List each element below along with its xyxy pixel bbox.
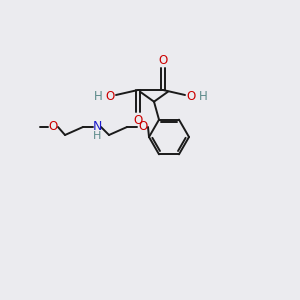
Text: O: O [138,121,148,134]
Text: H: H [93,131,101,141]
Text: H: H [94,89,102,103]
Text: O: O [134,113,142,127]
Text: O: O [48,121,58,134]
Text: O: O [158,53,168,67]
Text: O: O [105,89,115,103]
Text: N: N [92,119,102,133]
Text: O: O [186,89,196,103]
Text: H: H [199,89,207,103]
